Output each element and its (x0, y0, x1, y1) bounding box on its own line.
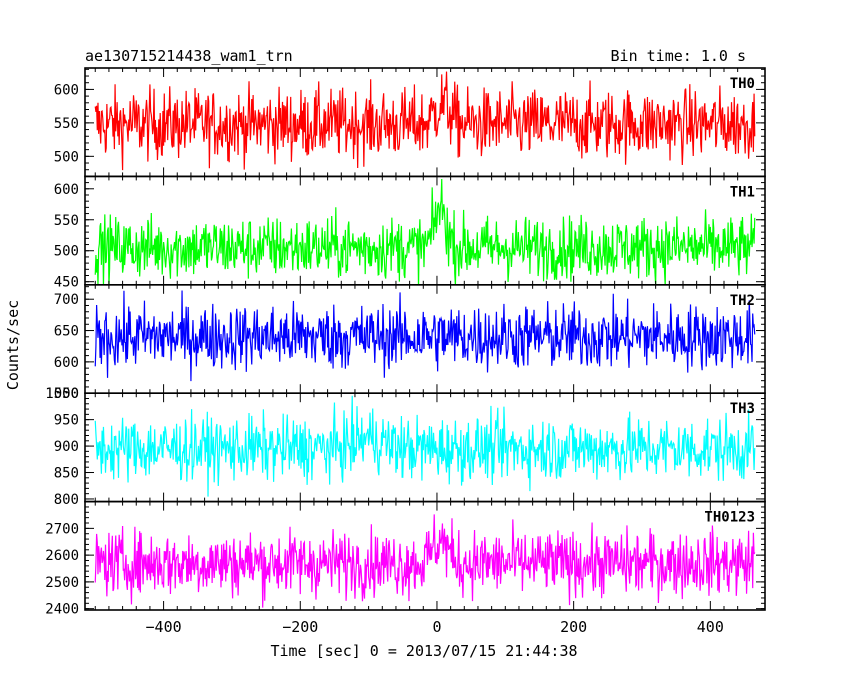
panel-name-label: TH0 (730, 76, 755, 92)
y-tick-label: 850 (54, 466, 79, 482)
y-tick-label: 550 (54, 116, 79, 132)
x-tick-label: 400 (697, 618, 724, 636)
y-tick-label: 2400 (45, 602, 79, 618)
bin-time-label: Bin time: 1.0 s (611, 47, 746, 65)
panel-name-label: TH0123 (704, 510, 755, 526)
y-tick-label: 900 (54, 439, 79, 455)
y-tick-label: 500 (54, 244, 79, 260)
y-tick-label: 450 (54, 275, 79, 291)
x-tick-label: 200 (560, 618, 587, 636)
panel-th0: 500 550 600 TH0 (54, 67, 766, 178)
y-tick-label: 2500 (45, 575, 79, 591)
panel-th3: 800 850 900 950 1000 TH3 (45, 386, 766, 508)
x-axis-label: Time [sec] 0 = 2013/07/15 21:44:38 (270, 642, 577, 660)
panel-name-label: TH2 (730, 293, 755, 309)
panel-th1: 450 500 550 600 TH1 (54, 175, 766, 291)
panels-group: 500 550 600 TH0 450 500 550 600 TH1 550 600 650 700 T… (45, 67, 766, 636)
series-line-th3 (94, 395, 756, 497)
y-tick-label: 600 (54, 355, 79, 371)
y-tick-label: 2700 (45, 521, 79, 537)
y-tick-label: 950 (54, 413, 79, 429)
series-line-th0 (94, 71, 756, 171)
panel-frame (84, 175, 766, 286)
series-line-th0123 (94, 514, 756, 608)
y-tick-label: 1000 (45, 386, 79, 402)
y-axis-label: Counts/sec (4, 300, 22, 390)
panel-name-label: TH1 (730, 184, 755, 200)
y-tick-label: 550 (54, 213, 79, 229)
panel-th2: 550 600 650 700 TH2 (54, 283, 766, 402)
y-tick-label: 600 (54, 182, 79, 198)
x-tick-label: 0 (432, 618, 441, 636)
y-tick-label: 2600 (45, 548, 79, 564)
panel-name-label: TH3 (730, 401, 755, 417)
y-tick-label: 800 (54, 492, 79, 508)
y-tick-label: 600 (54, 82, 79, 98)
series-line-th1 (94, 178, 756, 285)
y-tick-label: 700 (54, 292, 79, 308)
panel-frame (84, 500, 766, 611)
x-tick-label: −200 (282, 618, 318, 636)
y-tick-label: 650 (54, 324, 79, 340)
y-tick-label: 550 (54, 386, 79, 402)
y-tick-label: 500 (54, 149, 79, 165)
chart-title: ae130715214438_wam1_trn (85, 47, 293, 65)
x-tick-label: −400 (146, 618, 182, 636)
panel-th0123: 2400 2500 2600 2700 TH0123 (45, 500, 766, 618)
series-line-th2 (94, 290, 756, 382)
